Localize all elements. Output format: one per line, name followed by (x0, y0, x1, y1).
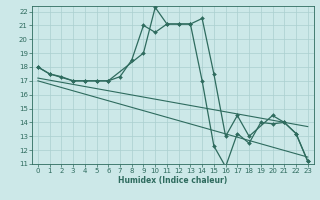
X-axis label: Humidex (Indice chaleur): Humidex (Indice chaleur) (118, 176, 228, 185)
